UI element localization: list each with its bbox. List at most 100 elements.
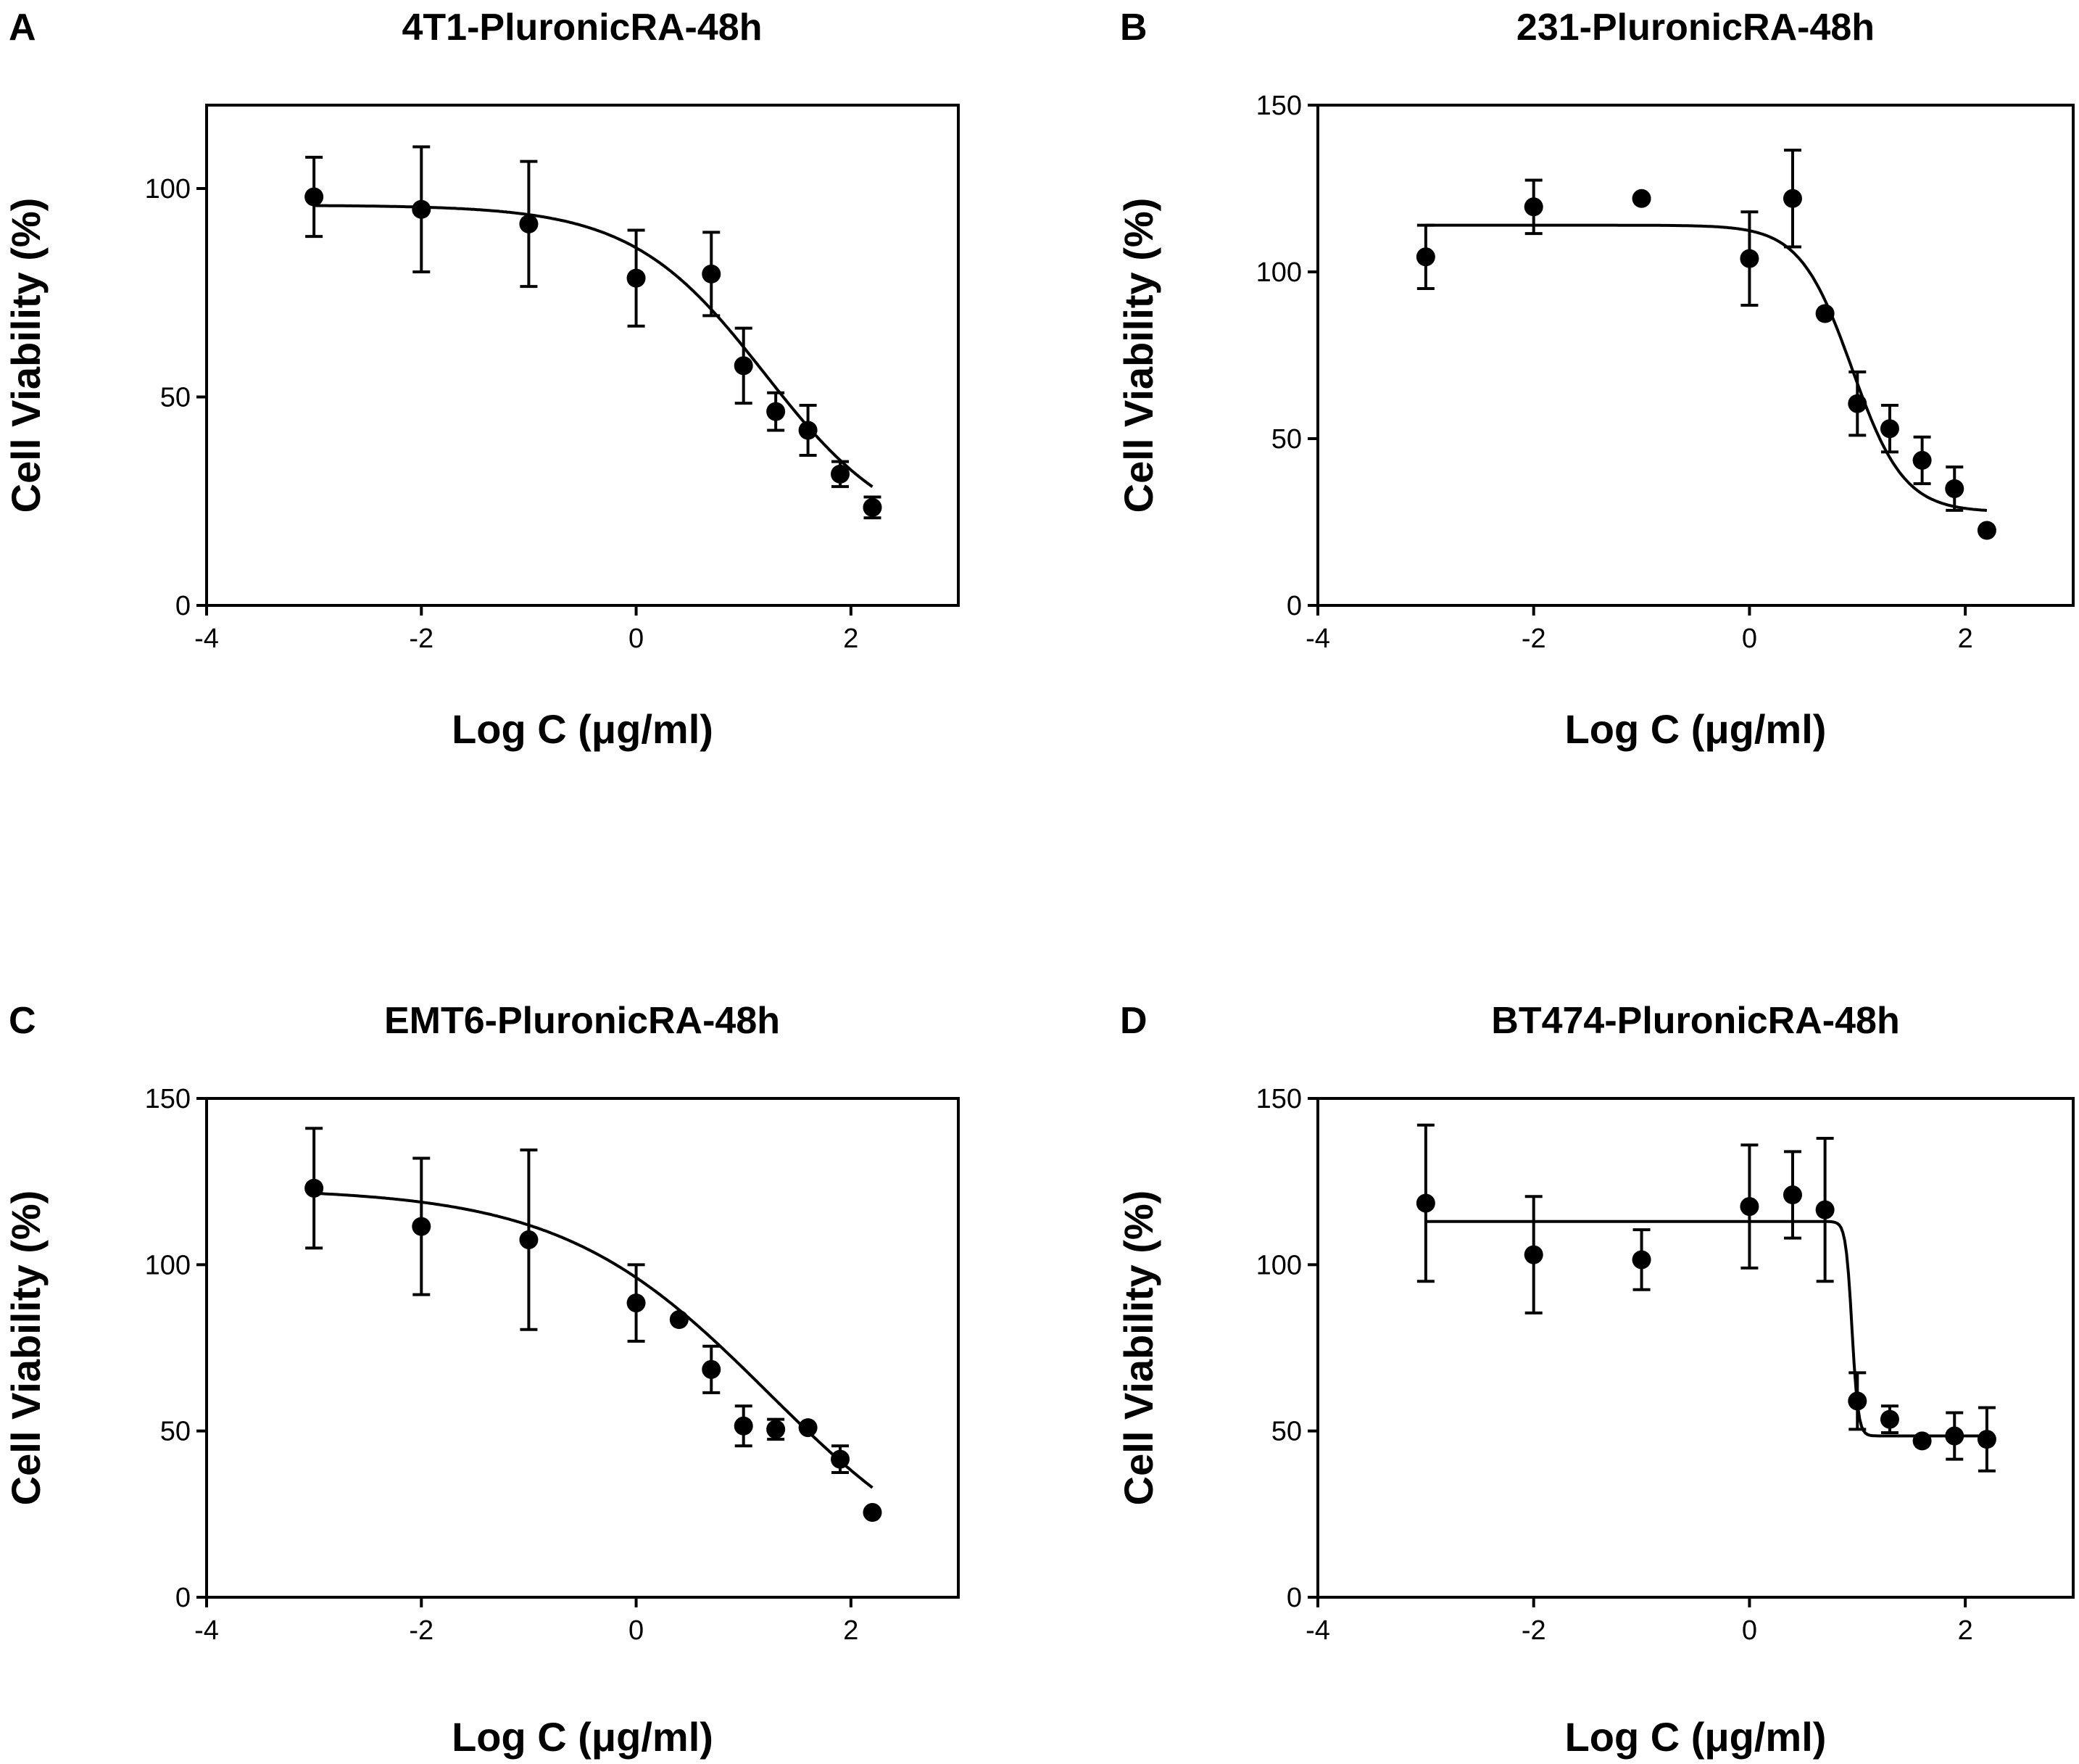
panel-b: B 231-PluronicRA-48h -4 -2 0 2 0 50 100 150 Log C …: [1116, 7, 2075, 752]
y-tick-label: 150: [145, 1084, 191, 1114]
x-tick-label: -2: [409, 1615, 433, 1646]
x-axis-label: Log C (μg/ml): [1565, 706, 1827, 752]
data-point: [1880, 1409, 1899, 1429]
data-point: [1848, 1391, 1867, 1411]
x-axis-label: Log C (μg/ml): [452, 706, 713, 752]
x-tick-label: 2: [1958, 624, 1973, 654]
x-tick-label: 0: [1742, 1615, 1757, 1646]
data-point: [766, 402, 786, 421]
data-point: [1945, 1426, 1964, 1446]
data-point: [1880, 419, 1899, 439]
x-tick-label: 2: [843, 624, 858, 654]
fit-curve: [314, 204, 873, 488]
data-point: [1977, 521, 1996, 540]
y-tick-label: 50: [160, 383, 191, 413]
y-tick-label: 100: [145, 1250, 191, 1280]
x-tick-label: 2: [843, 1615, 858, 1646]
data-point: [1783, 189, 1802, 208]
data-point: [734, 1416, 753, 1436]
data-point: [863, 497, 882, 517]
data-point: [1416, 247, 1435, 267]
data-point: [1977, 1430, 1996, 1449]
data-point: [1524, 1245, 1543, 1264]
data-point: [734, 356, 753, 376]
data-point: [702, 1359, 721, 1379]
data-point: [1416, 1193, 1435, 1213]
x-tick-label: 0: [628, 624, 644, 654]
y-tick-label: 150: [1256, 91, 1302, 121]
y-tick-label: 50: [1271, 1417, 1302, 1447]
y-axis-label: Cell Viability (%): [1116, 198, 1161, 513]
y-tick-label: 0: [175, 591, 191, 621]
x-tick-label: -4: [1306, 1615, 1330, 1646]
x-tick-label: -4: [194, 624, 219, 654]
x-tick-label: 2: [1958, 1615, 1973, 1646]
data-point: [1815, 1200, 1835, 1220]
data-point: [626, 1293, 646, 1313]
data-point: [304, 1178, 324, 1198]
y-tick-label: 50: [1271, 424, 1302, 455]
data-point: [831, 1449, 850, 1469]
panel-a: A 4T1-PluronicRA-48h -4 -2 0 2 0 50 100 Log C (μg…: [3, 7, 960, 752]
x-tick-label: -2: [409, 624, 433, 654]
data-point: [304, 187, 324, 207]
y-tick-label: 0: [1287, 591, 1302, 621]
y-axis-label: Cell Viability (%): [3, 1191, 49, 1506]
data-point: [798, 421, 818, 440]
data-point: [1848, 394, 1867, 413]
panel-c: C EMT6-PluronicRA-48h -4 -2 0 2 0 50 100 150 Log C…: [3, 1000, 960, 1760]
data-point: [1945, 479, 1964, 498]
chart-title: EMT6-PluronicRA-48h: [384, 1000, 780, 1042]
plot-frame: [1316, 1097, 2075, 1599]
x-tick-label: -4: [194, 1615, 219, 1646]
data-point: [831, 464, 850, 484]
chart-title: 4T1-PluronicRA-48h: [402, 7, 763, 49]
data-point: [519, 214, 539, 233]
data-point: [1740, 1197, 1759, 1217]
data-point: [1783, 1185, 1802, 1205]
data-point: [1740, 249, 1759, 268]
plot-frame: [1316, 104, 2075, 607]
y-axis-label: Cell Viability (%): [1116, 1191, 1161, 1506]
data-point: [1632, 189, 1651, 208]
data-point: [412, 1217, 431, 1236]
data-point: [1912, 1431, 1932, 1451]
y-tick-label: 100: [1256, 1250, 1302, 1280]
data-point: [669, 1310, 689, 1330]
x-tick-label: -2: [1522, 624, 1546, 654]
panel-letter: A: [9, 7, 36, 49]
data-point: [863, 1503, 882, 1523]
y-tick-label: 100: [1256, 257, 1302, 288]
data-point: [519, 1230, 539, 1249]
y-axis-label: Cell Viability (%): [3, 198, 49, 513]
x-tick-label: -2: [1522, 1615, 1546, 1646]
data-point: [702, 264, 721, 283]
y-tick-label: 50: [160, 1417, 191, 1447]
y-tick-label: 150: [1256, 1084, 1302, 1114]
x-tick-label: -4: [1306, 624, 1330, 654]
data-point: [1524, 197, 1543, 217]
fit-curve: [1425, 1220, 1987, 1438]
data-point: [766, 1420, 786, 1439]
plot-frame: [205, 104, 960, 607]
y-tick-label: 0: [175, 1583, 191, 1613]
data-point: [626, 268, 646, 288]
x-tick-label: 0: [628, 1615, 644, 1646]
chart-title: 231-PluronicRA-48h: [1516, 7, 1875, 49]
data-point: [412, 199, 431, 219]
x-tick-label: 0: [1742, 624, 1757, 654]
y-tick-label: 0: [1287, 1583, 1302, 1613]
panel-d: D BT474-PluronicRA-48h -4 -2 0 2 0 50 100 150 Log …: [1116, 1000, 2075, 1760]
y-tick-label: 100: [145, 174, 191, 204]
panel-letter: D: [1120, 1000, 1148, 1042]
data-point: [1912, 450, 1932, 470]
panel-letter: B: [1120, 7, 1148, 49]
x-axis-label: Log C (μg/ml): [1565, 1714, 1827, 1760]
data-point: [1815, 304, 1835, 323]
fit-curve: [1425, 223, 1988, 512]
fit-curve: [314, 1191, 873, 1489]
panel-letter: C: [9, 1000, 36, 1042]
plot-frame: [205, 1097, 960, 1599]
data-point: [1632, 1250, 1651, 1270]
